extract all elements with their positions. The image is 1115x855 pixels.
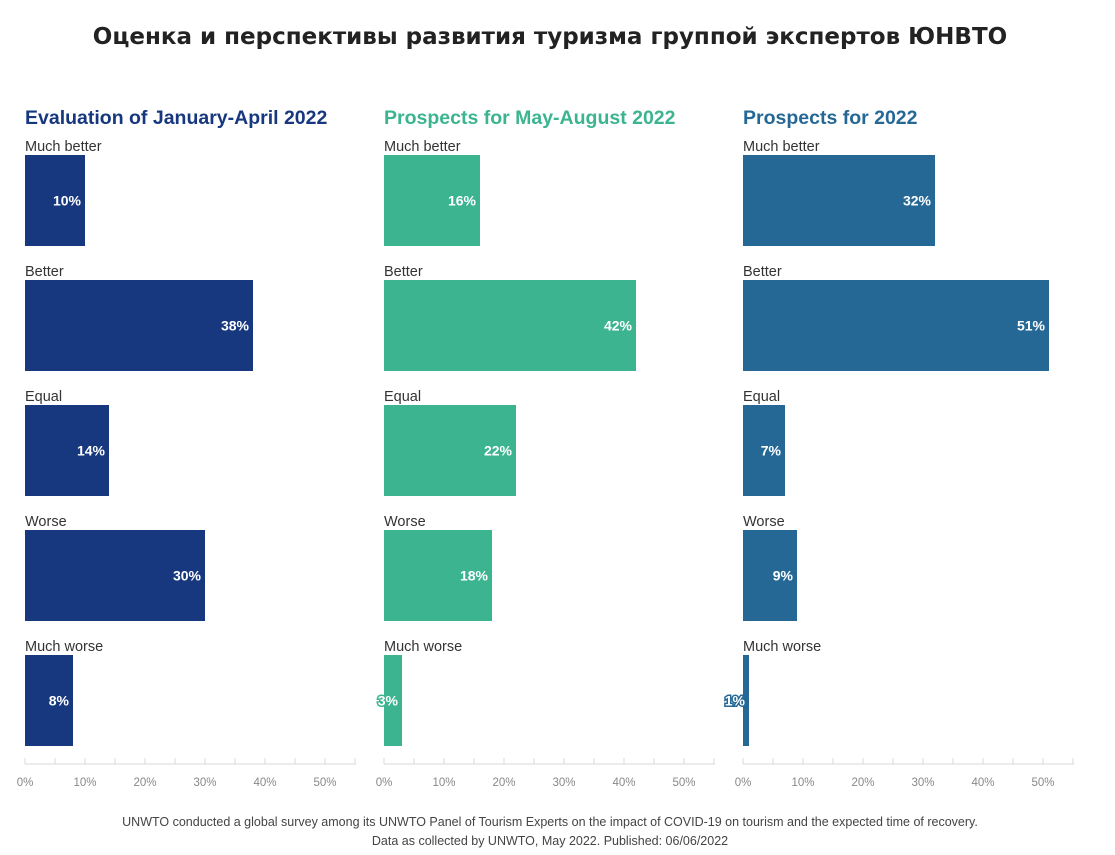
bar[interactable]	[25, 155, 85, 246]
category-label: Much better	[25, 139, 102, 155]
data-label: 16%	[448, 193, 477, 209]
x-tick-label: 30%	[193, 777, 216, 789]
bar[interactable]	[743, 530, 797, 621]
footer-source: Data as collected by UNWTO, May 2022. Pu…	[371, 834, 729, 848]
x-tick-label: 40%	[971, 777, 994, 789]
x-tick-label: 40%	[612, 777, 635, 789]
category-label: Worse	[25, 514, 67, 530]
bar[interactable]	[384, 405, 516, 496]
x-tick-label: 50%	[313, 777, 336, 789]
page-title: Оценка и перспективы развития туризма гр…	[92, 24, 1008, 50]
category-label: Worse	[743, 514, 785, 530]
charts-area: Evaluation of January-April 2022 Much bet…	[17, 107, 1074, 789]
data-label: 32%	[903, 193, 932, 209]
chart-title: Evaluation of January-April 2022	[25, 107, 328, 129]
x-tick-label: 50%	[1031, 777, 1054, 789]
data-label: 18%	[460, 568, 489, 584]
x-tick-label: 0%	[735, 777, 752, 789]
data-label: 22%	[484, 443, 513, 459]
bar[interactable]	[384, 155, 480, 246]
category-label: Much better	[743, 139, 820, 155]
x-tick-label: 20%	[133, 777, 156, 789]
bar[interactable]	[743, 405, 785, 496]
category-label: Much better	[384, 139, 461, 155]
category-label: Better	[25, 264, 64, 280]
x-tick-label: 10%	[432, 777, 455, 789]
bar[interactable]	[25, 280, 253, 371]
data-label: 14%	[77, 443, 106, 459]
data-label: 7%	[761, 443, 782, 459]
chart-title: Prospects for 2022	[743, 107, 918, 129]
x-tick-label: 20%	[492, 777, 515, 789]
bar[interactable]	[25, 405, 109, 496]
x-tick-label: 40%	[253, 777, 276, 789]
data-label: 3%	[378, 693, 399, 709]
category-label: Better	[743, 264, 782, 280]
category-label: Equal	[384, 389, 421, 405]
x-tick-label: 50%	[672, 777, 695, 789]
bar[interactable]	[743, 280, 1049, 371]
category-label: Worse	[384, 514, 426, 530]
bar[interactable]	[384, 530, 492, 621]
category-label: Much worse	[384, 639, 462, 655]
chart-panel-3: Prospects for 2022 Much better 32% Better 51…	[723, 107, 1074, 789]
x-tick-label: 30%	[911, 777, 934, 789]
category-label: Equal	[743, 389, 780, 405]
chart-panel-1: Evaluation of January-April 2022 Much bet…	[17, 107, 356, 789]
x-tick-label: 0%	[17, 777, 34, 789]
category-label: Much worse	[25, 639, 103, 655]
x-tick-label: 10%	[73, 777, 96, 789]
category-label: Equal	[25, 389, 62, 405]
data-label: 1%	[725, 693, 746, 709]
x-tick-label: 20%	[851, 777, 874, 789]
data-label: 9%	[773, 568, 794, 584]
data-label: 42%	[604, 318, 633, 334]
x-tick-label: 10%	[791, 777, 814, 789]
footer-note: UNWTO conducted a global survey among it…	[122, 815, 978, 829]
bar[interactable]	[25, 530, 205, 621]
chart-title: Prospects for May-August 2022	[384, 107, 676, 129]
data-label: 8%	[49, 693, 70, 709]
x-tick-label: 0%	[376, 777, 393, 789]
bar[interactable]	[384, 655, 402, 746]
bar[interactable]	[384, 280, 636, 371]
data-label: 51%	[1017, 318, 1046, 334]
category-label: Much worse	[743, 639, 821, 655]
bar[interactable]	[743, 655, 749, 746]
bar[interactable]	[25, 655, 73, 746]
bar[interactable]	[743, 155, 935, 246]
x-tick-label: 30%	[552, 777, 575, 789]
data-label: 10%	[53, 193, 82, 209]
data-label: 38%	[221, 318, 250, 334]
category-label: Better	[384, 264, 423, 280]
data-label: 30%	[173, 568, 202, 584]
chart-panel-2: Prospects for May-August 2022 Much better…	[376, 107, 715, 789]
